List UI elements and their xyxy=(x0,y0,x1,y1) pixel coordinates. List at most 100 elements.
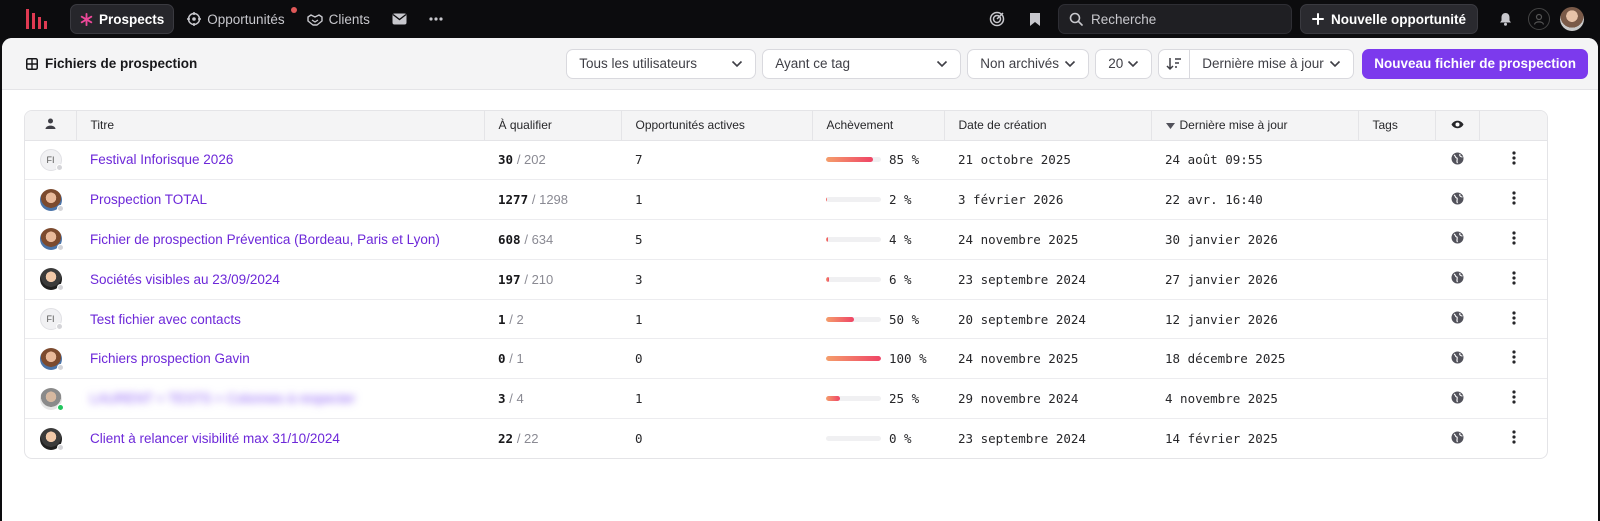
nav-clients[interactable]: Clients xyxy=(298,4,379,34)
row-actions-menu[interactable] xyxy=(1479,339,1547,379)
qualified-count: 197 xyxy=(498,271,521,287)
file-title-link[interactable]: Fichiers prospection Gavin xyxy=(90,351,250,367)
visibility-cell[interactable] xyxy=(1435,379,1479,419)
more-menu[interactable] xyxy=(420,4,452,34)
qualified-count: 1 xyxy=(498,311,506,327)
file-title-link[interactable]: Prospection TOTAL xyxy=(90,192,208,208)
visibility-cell[interactable] xyxy=(1435,339,1479,379)
file-title-link[interactable]: Festival Inforisque 2026 xyxy=(90,152,234,168)
archive-filter-select[interactable]: Non archivés xyxy=(967,48,1090,79)
visibility-cell[interactable] xyxy=(1435,180,1479,220)
row-actions-menu[interactable] xyxy=(1479,140,1547,180)
owner-avatar[interactable]: FI xyxy=(39,148,63,171)
table-icon xyxy=(26,57,38,70)
user-avatar[interactable] xyxy=(1560,7,1584,31)
visibility-cell[interactable] xyxy=(1435,259,1479,299)
row-actions-menu[interactable] xyxy=(1479,180,1547,220)
row-actions-menu[interactable] xyxy=(1479,259,1547,299)
visibility-cell[interactable] xyxy=(1435,419,1479,459)
new-opportunity-button[interactable]: Nouvelle opportunité xyxy=(1300,4,1478,34)
status-dot xyxy=(55,323,63,331)
file-title-link[interactable]: Client à relancer visibilité max 31/10/2… xyxy=(90,431,340,447)
visibility-cell[interactable] xyxy=(1435,140,1479,180)
app-logo[interactable] xyxy=(26,9,52,29)
page-size-select[interactable]: 20 xyxy=(1095,48,1153,79)
row-actions-menu[interactable] xyxy=(1479,220,1547,260)
visibility-cell[interactable] xyxy=(1435,299,1479,339)
search-box[interactable] xyxy=(1058,4,1292,34)
status-dot xyxy=(56,284,64,292)
visibility-cell[interactable] xyxy=(1435,220,1479,260)
qualified-count: 3 xyxy=(498,391,506,407)
globe-icon xyxy=(1451,351,1463,364)
nav-messages[interactable] xyxy=(383,4,416,34)
total-count: / 634 xyxy=(524,231,554,247)
title-column-header[interactable]: Titre xyxy=(76,111,485,141)
owner-avatar[interactable] xyxy=(39,268,64,292)
updated-date-cell: 12 janvier 2026 xyxy=(1165,311,1278,327)
visibility-column-header[interactable] xyxy=(1435,111,1480,141)
file-title-link[interactable]: LAURENT + TESTS + Colonnes à respecter xyxy=(90,391,356,407)
to-qualify-column-header[interactable]: À qualifier xyxy=(484,111,622,141)
owner-avatar[interactable]: FI xyxy=(39,308,63,331)
to-qualify-cell: 1277 / 1298 xyxy=(484,180,621,220)
table-row[interactable]: LAURENT + TESTS + Colonnes à respecter 3… xyxy=(25,379,1547,419)
globe-icon xyxy=(1451,391,1463,404)
achievement-column-header[interactable]: Achèvement xyxy=(812,111,945,141)
file-title-link[interactable]: Sociétés visibles au 23/09/2024 xyxy=(90,271,280,287)
globe-icon xyxy=(1451,271,1463,284)
bookmarks-button[interactable] xyxy=(1020,4,1050,34)
notifications-button[interactable] xyxy=(1490,4,1520,34)
nav-prospects[interactable]: Prospects xyxy=(70,4,175,34)
row-actions-menu[interactable] xyxy=(1479,379,1547,419)
updated-date-cell: 24 août 09:55 xyxy=(1165,152,1263,168)
file-title-link[interactable]: Test fichier avec contacts xyxy=(90,311,241,327)
table-row[interactable]: Client à relancer visibilité max 31/10/2… xyxy=(25,419,1547,459)
table-row[interactable]: Prospection TOTAL 1277 / 1298 1 2 % 3 fé… xyxy=(25,180,1547,220)
table-row[interactable]: FI Test fichier avec contacts 1 / 2 1 50… xyxy=(25,299,1547,339)
tags-cell xyxy=(1358,379,1435,419)
owner-column-header[interactable] xyxy=(25,111,77,141)
created-date-cell: 23 septembre 2024 xyxy=(958,431,1086,447)
owner-avatar[interactable] xyxy=(39,188,64,212)
achievement-cell: 0 % xyxy=(812,419,944,459)
users-filter-select[interactable]: Tous les utilisateurs xyxy=(566,48,757,79)
tags-column-header[interactable]: Tags xyxy=(1358,111,1436,141)
updated-column-header[interactable]: Dernière mise à jour xyxy=(1151,111,1359,141)
chevron-down-icon xyxy=(732,60,743,67)
file-title-link[interactable]: Fichier de prospection Préventica (Borde… xyxy=(90,231,440,247)
row-actions-menu[interactable] xyxy=(1479,419,1547,459)
tag-filter-select[interactable]: Ayant ce tag xyxy=(762,48,962,79)
status-dot xyxy=(56,363,64,371)
sort-field-select[interactable]: Dernière mise à jour xyxy=(1190,48,1355,79)
user-placeholder-icon[interactable] xyxy=(1528,8,1550,30)
nav-opportunities[interactable]: Opportunités xyxy=(178,4,297,34)
status-dot xyxy=(56,244,64,252)
table-row[interactable]: Fichiers prospection Gavin 0 / 1 0 100 %… xyxy=(25,339,1547,379)
eye-icon xyxy=(1451,121,1463,129)
more-vertical-icon xyxy=(1512,310,1516,325)
owner-avatar[interactable] xyxy=(39,387,64,411)
new-prospect-file-button[interactable]: Nouveau fichier de prospection xyxy=(1362,48,1588,79)
chevron-down-icon xyxy=(1330,60,1341,67)
sort-direction-button[interactable] xyxy=(1158,48,1191,79)
table-row[interactable]: FI Festival Inforisque 2026 30 / 202 7 8… xyxy=(25,140,1547,180)
created-column-header[interactable]: Date de création xyxy=(944,111,1152,141)
actions-column-header xyxy=(1479,111,1547,141)
tags-cell xyxy=(1358,419,1435,459)
qualified-count: 0 xyxy=(498,351,506,367)
search-input[interactable] xyxy=(1091,11,1271,27)
owner-avatar[interactable] xyxy=(39,347,64,371)
owner-avatar[interactable] xyxy=(39,228,64,252)
owner-avatar[interactable] xyxy=(39,427,64,451)
more-vertical-icon xyxy=(1512,430,1516,444)
qualified-count: 30 xyxy=(498,152,514,168)
goals-button[interactable] xyxy=(982,4,1012,34)
table-row[interactable]: Sociétés visibles au 23/09/2024 197 / 21… xyxy=(25,259,1547,300)
achievement-cell: 2 % xyxy=(812,180,944,220)
table-row[interactable]: Fichier de prospection Préventica (Borde… xyxy=(25,220,1547,260)
achievement-percent: 6 % xyxy=(889,271,912,287)
active-opportunities-column-header[interactable]: Opportunités actives xyxy=(621,111,813,141)
nav-opportunities-label: Opportunités xyxy=(207,11,285,27)
row-actions-menu[interactable] xyxy=(1479,299,1547,339)
